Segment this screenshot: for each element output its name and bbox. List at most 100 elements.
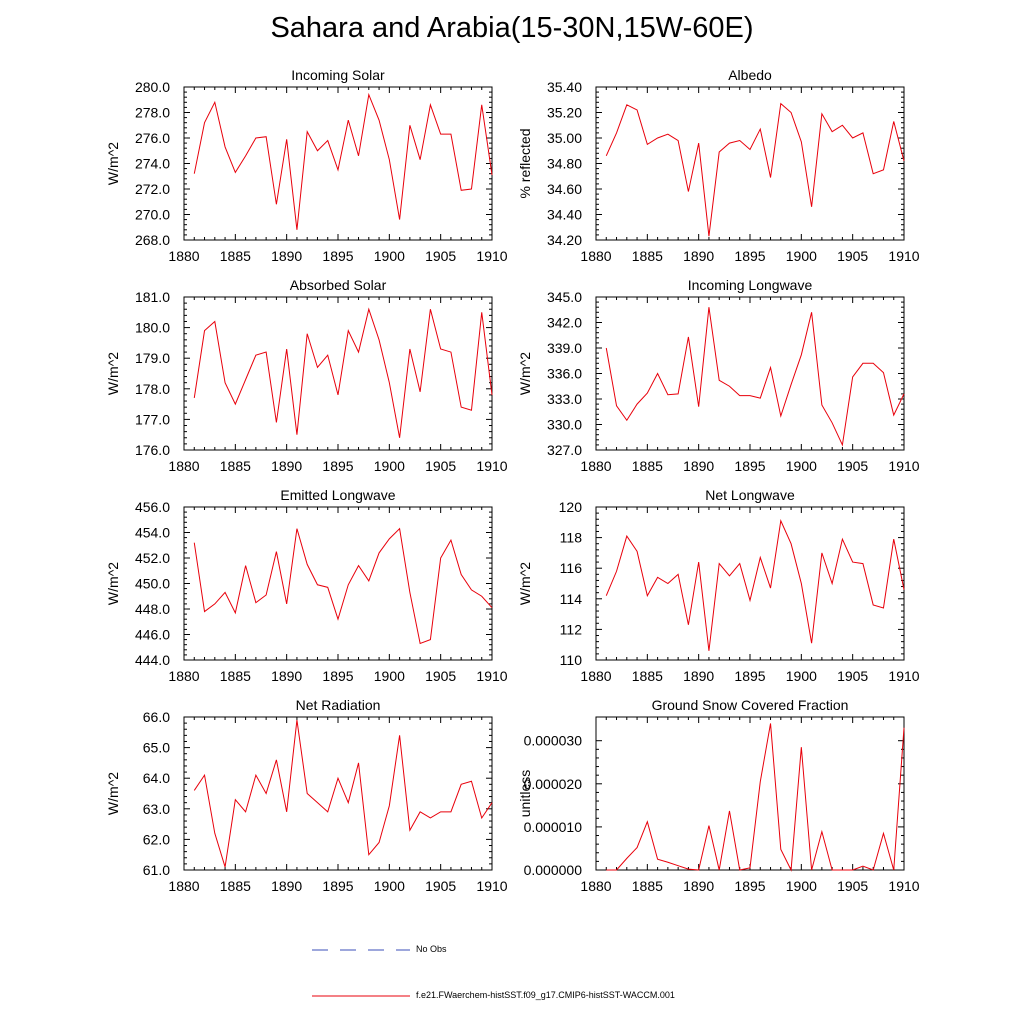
- panel-1-ytick-label: 270.0: [135, 207, 170, 223]
- panel-1-frame: [183, 86, 493, 241]
- panel-4-xtick-label: 1900: [786, 458, 817, 474]
- panel-5-xtick-label: 1895: [322, 668, 353, 684]
- panel-4-xtick-label: 1885: [632, 458, 663, 474]
- panel-1-xtick-label: 1890: [271, 248, 302, 264]
- panel-2-xtick-label: 1885: [632, 248, 663, 264]
- panel-6-xtick-label: 1890: [683, 668, 714, 684]
- panel-4-ylabel: W/m^2: [517, 352, 533, 395]
- panel-4-xtick-label: 1905: [837, 458, 868, 474]
- legend-obs-line: [312, 949, 410, 951]
- panel-1-xtick-label: 1885: [220, 248, 251, 264]
- panel-7-xtick-label: 1885: [220, 878, 251, 894]
- panel-6-frame: [595, 506, 905, 661]
- panel-2-ytick-label: 34.40: [547, 207, 582, 223]
- panel-8-xtick-label: 1880: [580, 878, 611, 894]
- panel-7-xtick-label: 1890: [271, 878, 302, 894]
- panel-8-xtick-label: 1890: [683, 878, 714, 894]
- panel-1-title: Incoming Solar: [291, 67, 385, 83]
- panel-7-ytick-label: 65.0: [143, 740, 170, 756]
- panel-2-xtick-label: 1900: [786, 248, 817, 264]
- panel-4-ytick-label: 342.0: [547, 315, 582, 331]
- panel-1-ytick-label: 278.0: [135, 105, 170, 121]
- panel-8-title: Ground Snow Covered Fraction: [652, 697, 849, 713]
- panel-1-ytick-label: 272.0: [135, 181, 170, 197]
- panel-3-ytick-label: 176.0: [135, 442, 170, 458]
- panel-3-xtick-label: 1890: [271, 458, 302, 474]
- panel-5-ytick-label: 454.0: [135, 525, 170, 541]
- panel-4-frame: [595, 296, 905, 451]
- panel-6-ytick-label: 110: [560, 652, 583, 668]
- panel-8-ytick-label: 0.000020: [524, 776, 583, 792]
- panel-7-xtick-label: 1910: [476, 878, 507, 894]
- panel-3-ytick-label: 177.0: [135, 411, 170, 427]
- panel-2-xtick-label: 1895: [734, 248, 765, 264]
- panel-5-ytick-label: 456.0: [135, 499, 170, 515]
- panel-4-title: Incoming Longwave: [688, 277, 813, 293]
- panel-5-ytick-label: 452.0: [135, 550, 170, 566]
- panel-7-xtick-label: 1905: [425, 878, 456, 894]
- panel-3-ytick-label: 178.0: [135, 381, 170, 397]
- panel-2-ytick-label: 34.80: [547, 156, 582, 172]
- panel-2-ytick-label: 35.40: [547, 79, 582, 95]
- panel-5-ytick-label: 446.0: [135, 627, 170, 643]
- panel-7-ytick-label: 62.0: [143, 831, 170, 847]
- panel-4-xtick-label: 1880: [580, 458, 611, 474]
- panel-1-ylabel: W/m^2: [105, 142, 121, 185]
- panel-2-ylabel: % reflected: [517, 128, 533, 198]
- panel-4-ytick-label: 339.0: [547, 340, 582, 356]
- panel-6-series-line: [605, 519, 905, 651]
- panel-3-xtick-label: 1900: [374, 458, 405, 474]
- panel-3-xtick-label: 1885: [220, 458, 251, 474]
- panel-4-ytick-label: 330.0: [547, 417, 582, 433]
- panel-1-series-line: [193, 92, 493, 230]
- panel-6-xtick-label: 1895: [734, 668, 765, 684]
- panel-8-ylabel: unitless: [517, 770, 533, 817]
- panel-2-ytick-label: 34.20: [547, 232, 582, 248]
- panel-5-xtick-label: 1890: [271, 668, 302, 684]
- panel-4-xtick-label: 1890: [683, 458, 714, 474]
- panel-7-ylabel: W/m^2: [105, 772, 121, 815]
- panel-6-xtick-label: 1900: [786, 668, 817, 684]
- panel-3-xtick-label: 1880: [168, 458, 199, 474]
- panel-1-ytick-label: 280.0: [135, 79, 170, 95]
- panel-5-xtick-label: 1905: [425, 668, 456, 684]
- panel-3-ytick-label: 180.0: [135, 320, 170, 336]
- panel-5-series-line: [193, 527, 493, 645]
- panel-8-xtick-label: 1885: [632, 878, 663, 894]
- panel-5-xtick-label: 1900: [374, 668, 405, 684]
- panel-2-xtick-label: 1890: [683, 248, 714, 264]
- panel-2-ytick-label: 35.00: [547, 130, 582, 146]
- panel-8-xtick-label: 1895: [734, 878, 765, 894]
- legend-model-line: [312, 995, 410, 997]
- panel-2-ytick-label: 34.60: [547, 181, 582, 197]
- panel-8-series-line: [606, 723, 905, 872]
- legend-model-label: f.e21.FWaerchem-histSST.f09_g17.CMIP6-hi…: [416, 990, 675, 1000]
- panel-3-xtick-label: 1895: [322, 458, 353, 474]
- panel-6-title: Net Longwave: [705, 487, 795, 503]
- panel-4-ytick-label: 336.0: [547, 366, 582, 382]
- panel-5-title: Emitted Longwave: [280, 487, 395, 503]
- panel-6-ytick-label: 120: [559, 499, 583, 515]
- panel-1-xtick-label: 1895: [322, 248, 353, 264]
- panel-1-xtick-label: 1910: [476, 248, 507, 264]
- panel-4-xtick-label: 1895: [734, 458, 765, 474]
- panel-7-ytick-label: 63.0: [143, 801, 170, 817]
- panel-6-ytick-label: 116: [560, 560, 583, 576]
- panel-3-ytick-label: 181.0: [135, 289, 170, 305]
- panel-8-frame: [595, 716, 905, 871]
- panel-6-ytick-label: 118: [560, 530, 583, 546]
- panel-7-xtick-label: 1880: [168, 878, 199, 894]
- panel-8-ytick-label: 0.000010: [524, 819, 583, 835]
- panel-5-frame: [183, 506, 493, 661]
- panel-5-ytick-label: 448.0: [135, 601, 170, 617]
- panel-4-series-line: [605, 307, 905, 447]
- panel-1-ytick-label: 276.0: [135, 130, 170, 146]
- panel-6-xtick-label: 1905: [837, 668, 868, 684]
- panel-8-xtick-label: 1910: [888, 878, 919, 894]
- panel-3-xtick-label: 1910: [476, 458, 507, 474]
- panel-2-title: Albedo: [728, 67, 772, 83]
- panel-6-xtick-label: 1880: [580, 668, 611, 684]
- panel-7-ytick-label: 66.0: [143, 709, 170, 725]
- panel-3-title: Absorbed Solar: [290, 277, 387, 293]
